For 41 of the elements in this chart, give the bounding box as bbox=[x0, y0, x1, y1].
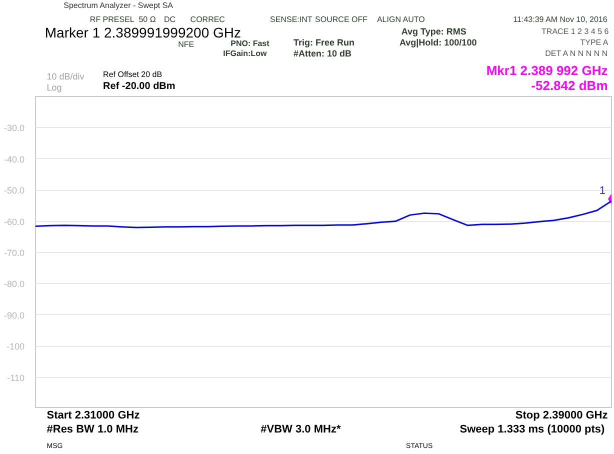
text: 50 Ω bbox=[138, 15, 156, 24]
text: Mkr1 2.389 992 GHz bbox=[486, 63, 608, 78]
text: Ref -20.00 dBm bbox=[103, 81, 176, 92]
text: #Res BW 1.0 MHz bbox=[46, 424, 139, 436]
text: IFGain:Low bbox=[223, 49, 268, 58]
text: TYPE A bbox=[580, 38, 609, 47]
text: PNO: Fast bbox=[230, 39, 270, 48]
y-tick-label: -50.0 bbox=[4, 186, 24, 196]
y-tick-label: -40.0 bbox=[4, 154, 24, 164]
y-tick-label: -110 bbox=[7, 372, 25, 383]
text: 10 dB/div bbox=[46, 72, 85, 82]
text: TRACE 1 2 3 4 5 6 bbox=[542, 27, 610, 36]
text: ALIGN AUTO bbox=[376, 15, 425, 24]
text: RF PRESEL bbox=[90, 15, 135, 24]
y-tick-label: -90.0 bbox=[4, 310, 24, 320]
text: Start 2.31000 GHz bbox=[46, 410, 140, 422]
text: Sweep 1.333 ms (10000 pts) bbox=[460, 424, 606, 436]
text: NFE bbox=[178, 40, 194, 49]
text: Marker 1 2.389991999200 GHz bbox=[44, 24, 242, 40]
y-tick-label: -70.0 bbox=[4, 248, 24, 258]
text: #VBW 3.0 MHz* bbox=[260, 424, 342, 436]
text: Trig: Free Run bbox=[293, 38, 354, 48]
text: Avg Type: RMS bbox=[401, 26, 466, 36]
text: Stop 2.39000 GHz bbox=[515, 410, 608, 422]
text: #Atten: 10 dB bbox=[293, 48, 352, 58]
text: DC bbox=[164, 15, 176, 24]
chart-title: Spectrum Analyzer - Swept SA bbox=[64, 1, 174, 10]
text: 11:43:39 AM Nov 10, 2016 bbox=[513, 15, 608, 24]
text: Log bbox=[46, 82, 62, 92]
series-label: 1 bbox=[599, 184, 606, 197]
text: CORREC bbox=[190, 15, 226, 24]
y-tick-label: -100 bbox=[6, 342, 24, 352]
text: Avg|Hold: 100/100 bbox=[399, 38, 477, 48]
text: SENSE:INT bbox=[270, 15, 312, 24]
y-tick-label: -80.0 bbox=[4, 279, 24, 290]
source-note: SOURCE OFF bbox=[315, 15, 368, 24]
y-tick-label: -60.0 bbox=[4, 216, 24, 227]
text: -52.842 dBm bbox=[531, 78, 608, 93]
text: DET A N N N N N bbox=[545, 49, 608, 58]
y-tick-label: -30.0 bbox=[4, 123, 24, 134]
text: Ref Offset 20 dB bbox=[103, 70, 162, 79]
